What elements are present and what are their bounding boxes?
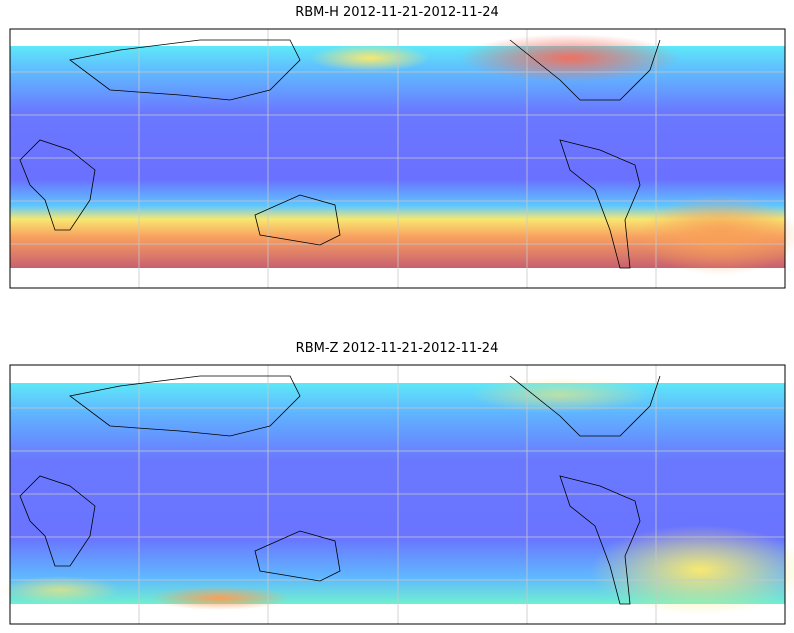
field-patch (150, 586, 290, 610)
field-patch (0, 576, 120, 604)
panel-title: RBM-H 2012-11-21-2012-11-24 (295, 5, 499, 20)
grid (10, 29, 785, 288)
panel-title: RBM-Z 2012-11-21-2012-11-24 (296, 341, 499, 356)
field-patch (590, 525, 794, 615)
coastlines (19, 39, 661, 269)
coastlines (19, 375, 661, 605)
field-patch (310, 44, 430, 72)
frame (9, 28, 786, 289)
map-panel (0, 364, 794, 625)
field-patch (460, 34, 680, 82)
field-patch (470, 377, 650, 413)
map-panel (9, 28, 794, 289)
field-patch (640, 195, 794, 275)
frame (9, 364, 786, 625)
grid (10, 365, 785, 624)
